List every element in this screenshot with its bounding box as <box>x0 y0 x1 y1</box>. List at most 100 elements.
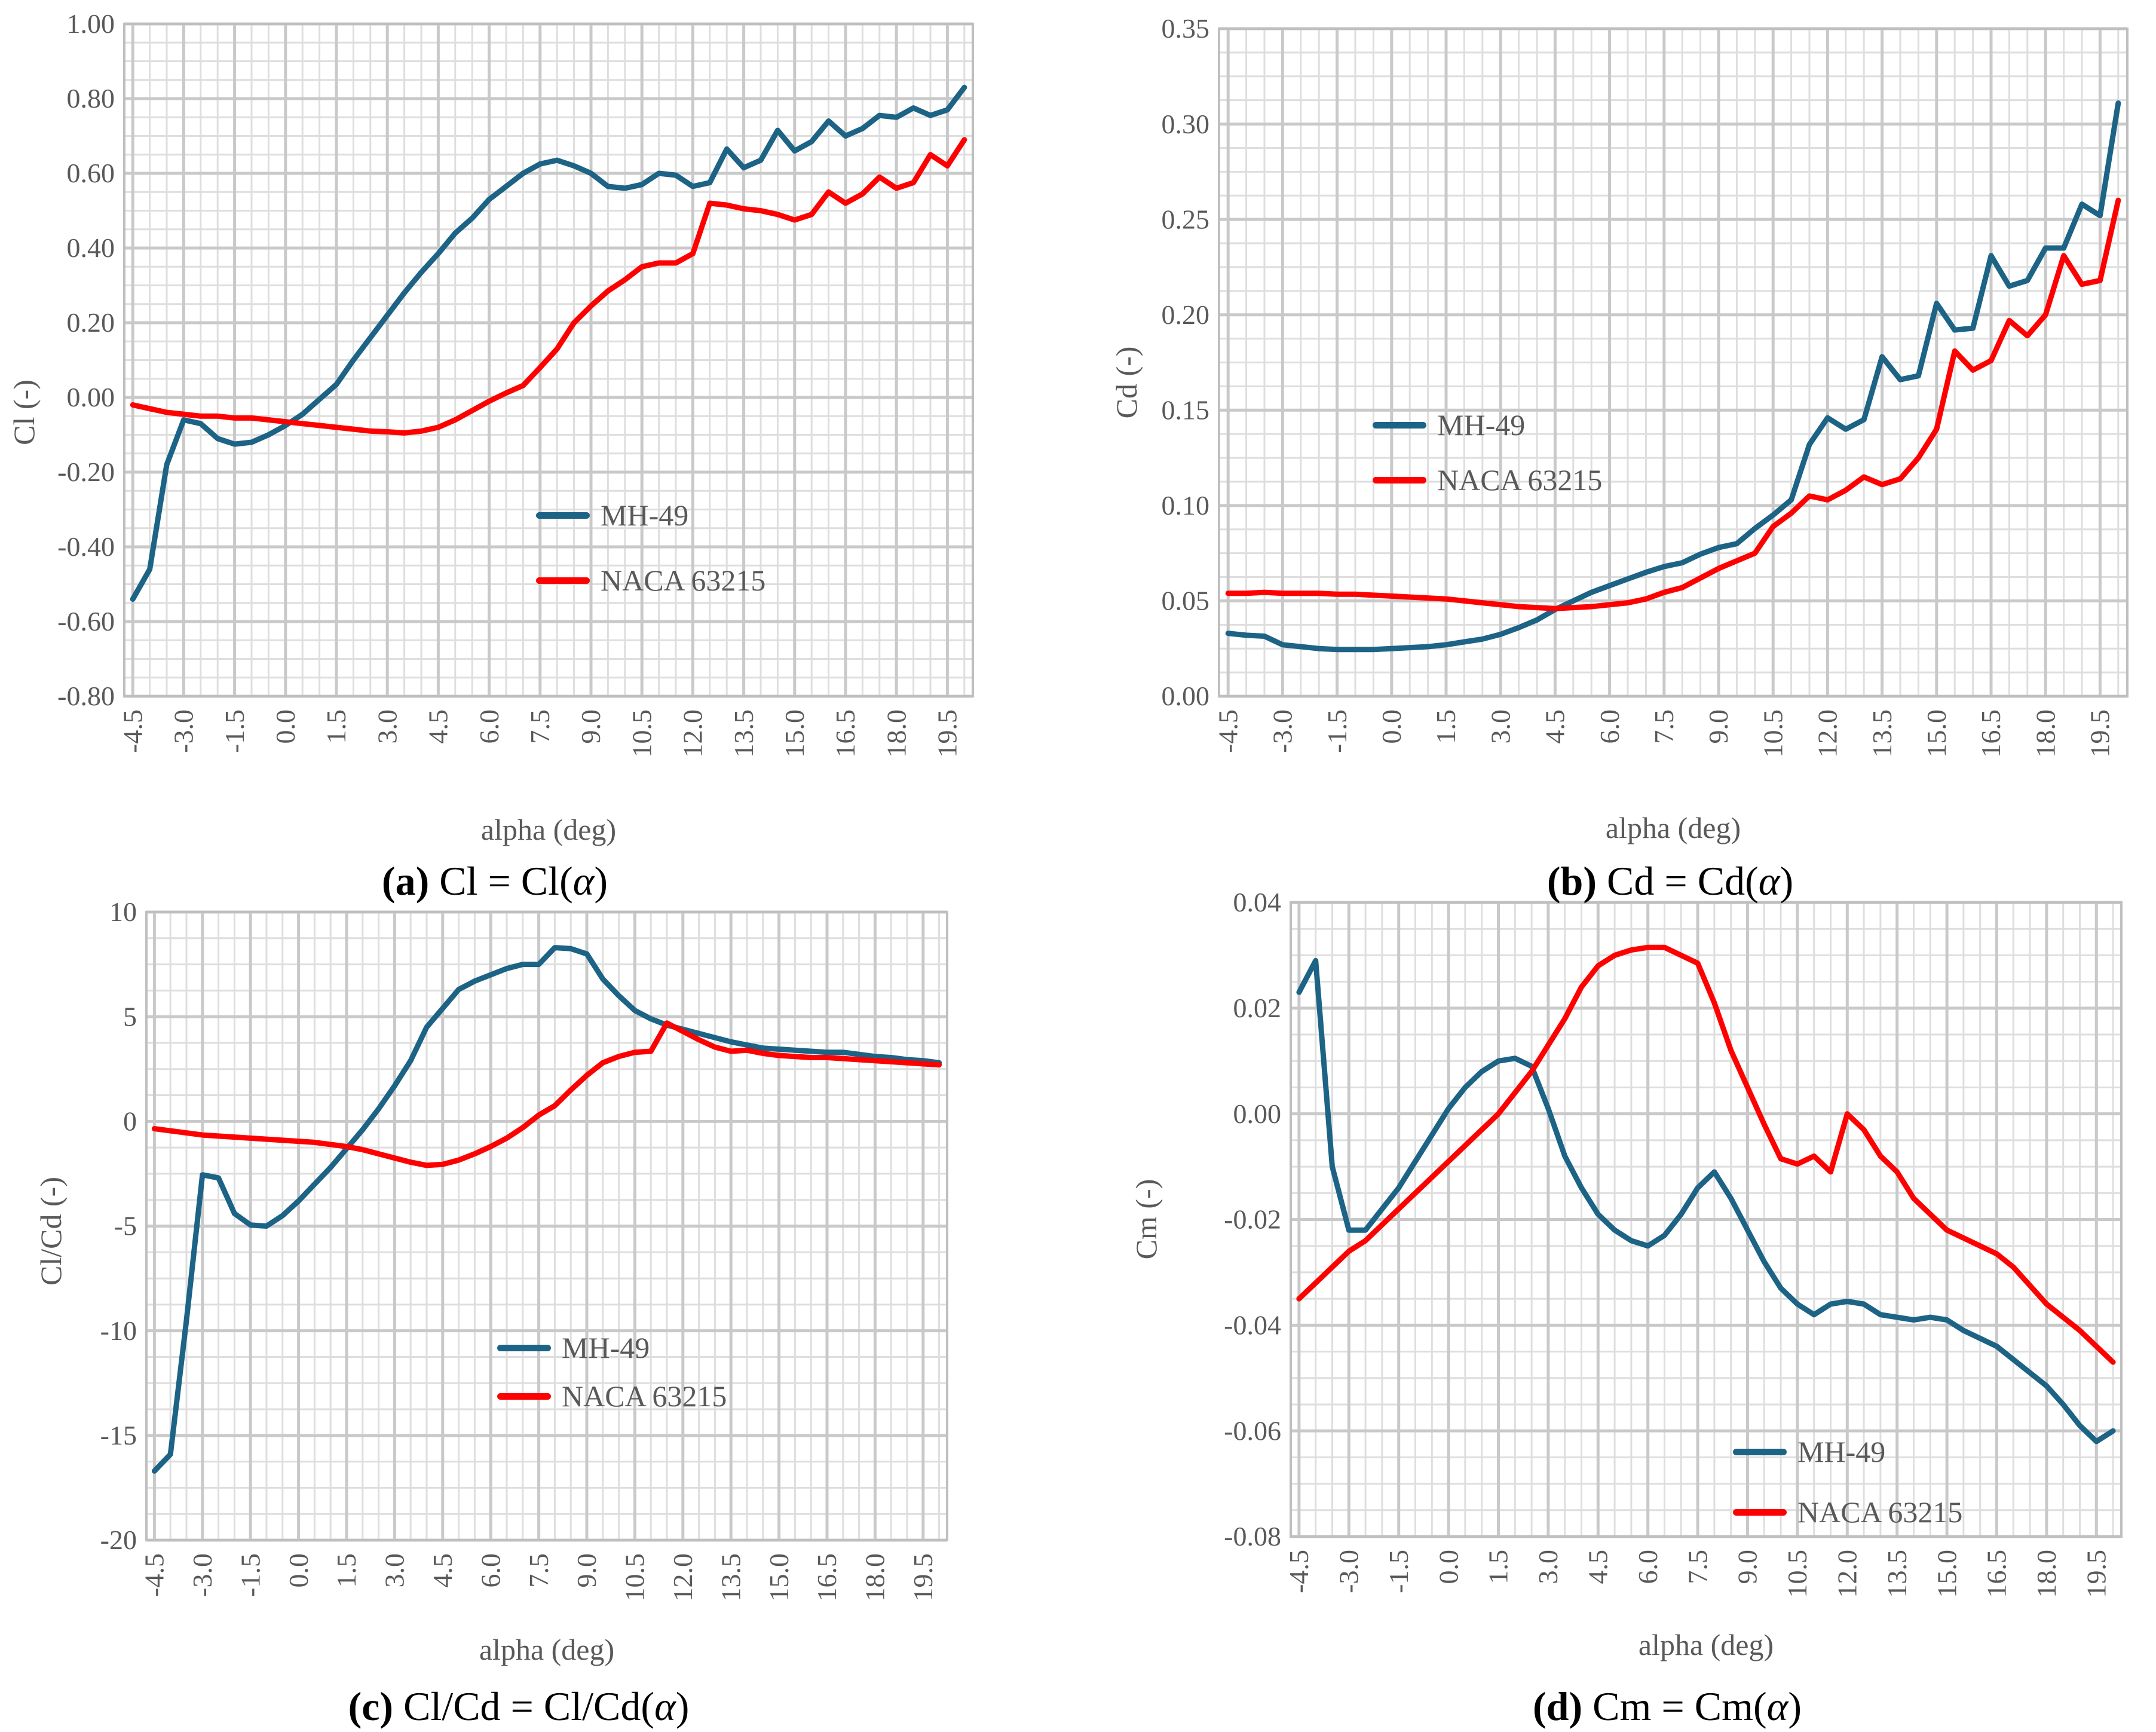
x-tick-label: 12.0 <box>678 709 708 758</box>
x-tick-label: 13.5 <box>715 1553 746 1602</box>
legend-label-mh49: MH-49 <box>1797 1435 1886 1468</box>
y-tick-label: -0.80 <box>57 681 115 711</box>
caption-d-label: (d) <box>1533 1684 1583 1729</box>
legend-d-naca: NACA 63215 <box>1733 1495 1962 1529</box>
y-tick-label: 0.20 <box>67 307 115 338</box>
caption-c: (c) Cl/Cd = Cl/Cd(α) <box>348 1683 690 1730</box>
gridlines-major <box>146 910 947 1542</box>
legend-swatch-mh49 <box>497 1344 551 1351</box>
x-tick-label: 3.0 <box>1533 1550 1563 1584</box>
x-tick-label: 3.0 <box>372 709 402 744</box>
y-tick-label: -0.08 <box>1224 1521 1281 1552</box>
x-tick-label: 16.5 <box>1982 1550 2012 1598</box>
legend-swatch-naca <box>497 1393 551 1400</box>
legend-label-mh49: MH-49 <box>601 498 689 532</box>
caption-b-pre: Cd = Cd( <box>1597 858 1759 904</box>
x-tick-label: 18.0 <box>2031 1550 2062 1598</box>
x-tick-label: -4.5 <box>1284 1550 1314 1593</box>
y-tick-label: 5 <box>123 1001 137 1032</box>
x-tick-label: 9.0 <box>1703 709 1734 744</box>
legend-swatch-naca <box>1373 476 1426 484</box>
caption-c-pre: Cl/Cd = Cl/Cd( <box>393 1684 655 1729</box>
legend-swatch-mh49 <box>1373 421 1426 429</box>
caption-c-label: (c) <box>348 1684 394 1729</box>
x-tick-label: 6.0 <box>474 709 504 744</box>
x-tick-label: -3.0 <box>187 1553 218 1597</box>
series-line-naca <box>1225 197 2121 611</box>
caption-b-post: ) <box>1780 858 1794 904</box>
caption-d-pre: Cm = Cm( <box>1582 1684 1767 1729</box>
legend-c-mh49: MH-49 <box>497 1330 650 1365</box>
caption-b: (b) Cd = Cd(α) <box>1547 858 1793 905</box>
x-tick-label: 0.0 <box>283 1553 314 1588</box>
series-line-mh49 <box>130 84 967 602</box>
x-tick-labels: -4.5 -3.0 -1.5 0.0 1.5 3.0 4.5 6.0 7.5 9.0 10.5 12.… <box>1212 709 2115 758</box>
y-tick-labels: 0.04 0.02 0.00 -0.02 -0.04 -0.06 -0.08 <box>1224 887 1281 1552</box>
x-tick-label: -3.0 <box>1333 1550 1364 1593</box>
series-line-mh49 <box>151 945 942 1474</box>
x-tick-label: 18.0 <box>860 1553 890 1602</box>
x-tick-label: 6.0 <box>1594 709 1625 744</box>
x-tick-label: 7.5 <box>1649 709 1679 744</box>
x-tick-label: 0.0 <box>270 709 301 744</box>
x-tick-label: 9.0 <box>575 709 606 744</box>
x-tick-labels: -4.5 -3.0 -1.5 0.0 1.5 3.0 4.5 6.0 7.5 9.0 10.5 12.… <box>139 1553 938 1602</box>
x-tick-label: 6.0 <box>1633 1550 1663 1584</box>
plot-border <box>123 23 974 697</box>
x-tick-label: 7.5 <box>525 709 555 744</box>
x-tick-label: 1.5 <box>1431 709 1461 744</box>
y-tick-label: 0.00 <box>67 382 115 412</box>
x-tick-label: -4.5 <box>117 709 148 753</box>
legend-c-naca: NACA 63215 <box>497 1379 727 1413</box>
x-tick-labels: -4.5 -3.0 -1.5 0.0 1.5 3.0 4.5 6.0 7.5 9.0 10.5 12.… <box>1284 1550 2111 1598</box>
y-axis-title-d: Cm (-) <box>1129 1179 1163 1260</box>
x-tick-label: 13.5 <box>1882 1550 1912 1598</box>
y-tick-label: -0.40 <box>57 531 115 562</box>
y-tick-label: 0.60 <box>67 158 115 188</box>
y-tick-label: 0.02 <box>1233 993 1282 1023</box>
y-tick-label: 10 <box>109 896 137 927</box>
legend-label-naca: NACA 63215 <box>601 564 766 597</box>
y-tick-label: 0.00 <box>1162 681 1210 711</box>
caption-a-alpha: α <box>572 858 595 904</box>
x-tick-label: 10.5 <box>1782 1550 1812 1598</box>
x-tick-label: 18.0 <box>881 709 911 758</box>
y-tick-label: 0.35 <box>1162 13 1210 44</box>
y-tick-label: 0.04 <box>1233 887 1282 917</box>
y-tick-labels: 1.00 0.80 0.60 0.40 0.20 0.00 -0.20 -0.40 -0.60 -… <box>57 8 115 711</box>
y-tick-label: -0.60 <box>57 606 115 637</box>
x-tick-label: -3.0 <box>169 709 199 753</box>
x-axis-title-b: alpha (deg) <box>1605 811 1741 844</box>
series-line-mh49 <box>1296 957 2116 1445</box>
caption-d-alpha: α <box>1766 1684 1788 1729</box>
y-tick-label: -10 <box>100 1315 137 1346</box>
x-tick-label: -1.5 <box>1383 1550 1414 1593</box>
x-tick-label: 19.5 <box>932 709 963 758</box>
panel-c: 10 5 0 -5 -10 -15 -20-4.5 -3.0 -1.5 0.0 1.5 3.0 4.5 6… <box>100 896 948 1602</box>
x-tick-label: 10.5 <box>1757 709 1788 758</box>
x-axis-title-d: alpha (deg) <box>1638 1628 1774 1661</box>
series-line-naca <box>1296 944 2116 1365</box>
caption-d: (d) Cm = Cm(α) <box>1533 1683 1802 1730</box>
caption-c-alpha: α <box>654 1684 676 1729</box>
caption-a-pre: Cl = Cl( <box>429 858 573 904</box>
x-tick-label: 7.5 <box>523 1553 554 1588</box>
x-tick-label: 18.0 <box>2030 709 2060 758</box>
y-tick-label: 0.40 <box>67 232 115 263</box>
y-tick-label: 0.80 <box>67 83 115 114</box>
y-tick-label: 0.00 <box>1233 1098 1282 1129</box>
x-tick-label: 6.0 <box>475 1553 506 1588</box>
legend-label-naca: NACA 63215 <box>562 1379 727 1413</box>
x-tick-label: 0.0 <box>1433 1550 1463 1584</box>
x-tick-label: 9.0 <box>571 1553 602 1588</box>
plot-border <box>1290 901 2123 1538</box>
panel-a: 1.00 0.80 0.60 0.40 0.20 0.00 -0.20 -0.40 -0.60 -… <box>57 8 974 758</box>
x-tick-labels: -4.5 -3.0 -1.5 0.0 1.5 3.0 4.5 6.0 7.5 9.0 10.5 12.… <box>117 709 962 758</box>
x-tick-label: 13.5 <box>1867 709 1897 758</box>
y-tick-label: -0.04 <box>1224 1310 1281 1341</box>
legend-label-mh49: MH-49 <box>562 1331 650 1364</box>
plot-border <box>145 911 948 1541</box>
x-tick-label: 10.5 <box>626 709 657 758</box>
